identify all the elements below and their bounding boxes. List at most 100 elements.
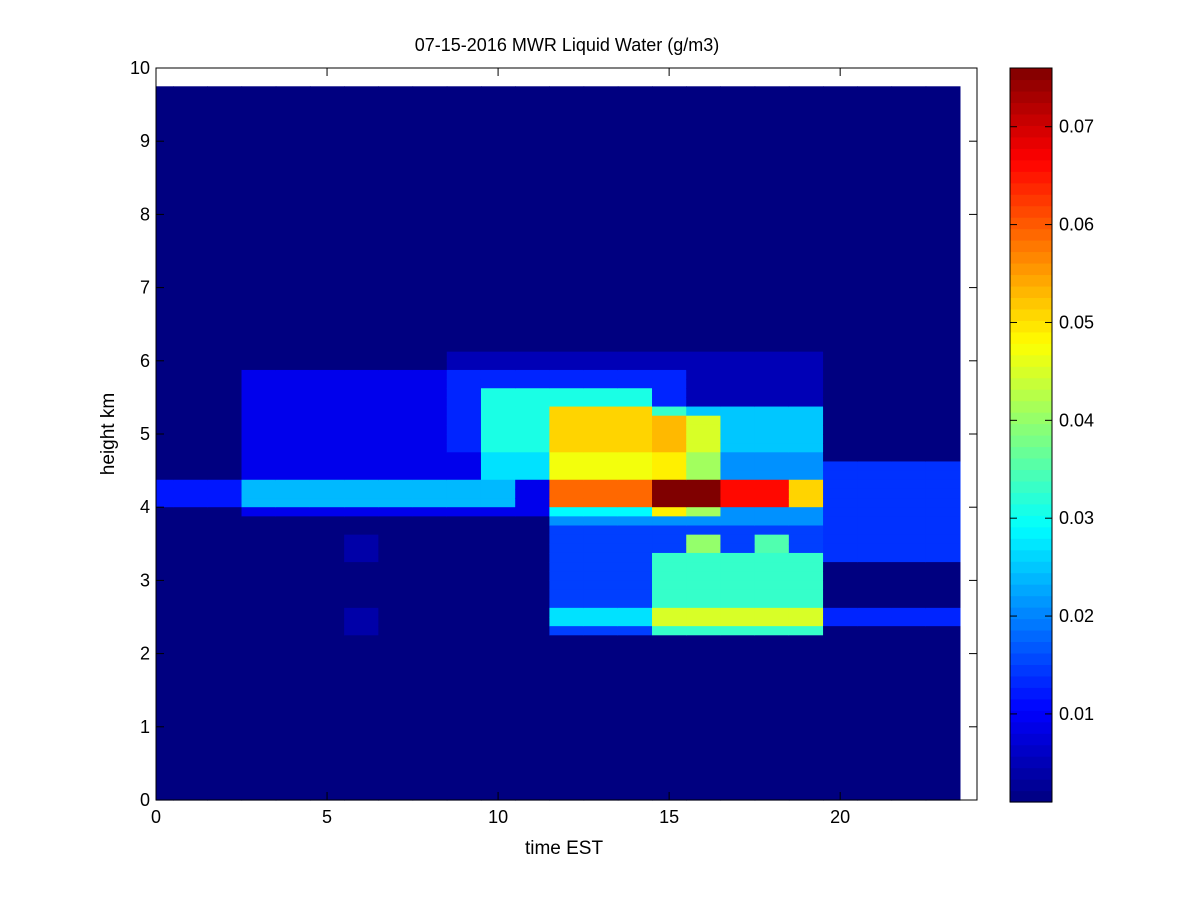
heatmap-cell: [549, 351, 585, 362]
heatmap-cell: [788, 635, 824, 646]
heatmap-cell: [412, 406, 448, 417]
heatmap-cell: [823, 269, 858, 280]
heatmap-cell: [549, 781, 585, 792]
heatmap-cell: [652, 763, 687, 774]
heatmap-cell: [515, 150, 550, 161]
heatmap-cell: [173, 324, 208, 334]
heatmap-cell: [788, 278, 824, 289]
heatmap-cell: [754, 735, 790, 746]
heatmap-cell: [156, 241, 174, 252]
heatmap-cell: [156, 260, 174, 270]
heatmap-cell: [275, 241, 311, 252]
heatmap-cell: [652, 241, 687, 252]
heatmap-cell: [378, 617, 414, 627]
heatmap-cell: [686, 113, 722, 124]
heatmap-cell: [617, 324, 653, 334]
heatmap-cell: [412, 488, 448, 499]
heatmap-cell: [275, 269, 311, 280]
heatmap-cell: [617, 543, 653, 554]
heatmap-cell: [823, 122, 858, 133]
heatmap-cell: [446, 434, 482, 444]
heatmap-cell: [720, 671, 756, 682]
heatmap-cell: [823, 498, 858, 508]
heatmap-cell: [446, 525, 482, 536]
heatmap-cell: [788, 388, 824, 398]
heatmap-cell: [241, 196, 277, 206]
heatmap-cell: [173, 790, 208, 801]
heatmap-cell: [720, 324, 756, 334]
heatmap-cell: [344, 196, 379, 206]
heatmap-cell: [549, 699, 585, 710]
heatmap-cell: [241, 434, 277, 444]
heatmap-cell: [173, 589, 208, 600]
heatmap-cell: [686, 434, 722, 444]
heatmap-cell: [549, 369, 585, 380]
heatmap-cell: [480, 177, 516, 188]
heatmap-cell: [207, 186, 243, 197]
heatmap-cell: [378, 681, 414, 691]
heatmap-cell: [788, 122, 824, 133]
heatmap-cell: [378, 662, 414, 673]
heatmap-cell: [344, 177, 379, 188]
heatmap-cell: [173, 214, 208, 225]
heatmap-cell: [617, 562, 653, 572]
heatmap-cell: [480, 333, 516, 344]
heatmap-cell: [344, 205, 379, 215]
heatmap-cell: [480, 452, 516, 463]
heatmap-cell: [378, 95, 414, 106]
heatmap-cell: [515, 86, 550, 97]
heatmap-cell: [515, 708, 550, 719]
heatmap-cell: [275, 781, 311, 792]
heatmap-cell: [412, 626, 448, 636]
heatmap-cell: [480, 562, 516, 572]
colorbar-band: [1010, 572, 1052, 585]
heatmap-cell: [515, 498, 550, 508]
heatmap-cell: [207, 543, 243, 554]
heatmap-cell: [156, 113, 174, 124]
heatmap-cell: [788, 287, 824, 298]
heatmap-cell: [207, 305, 243, 316]
heatmap-cell: [686, 122, 722, 133]
heatmap-cell: [754, 177, 790, 188]
heatmap-cell: [446, 726, 482, 737]
heatmap-cell: [378, 168, 414, 179]
heatmap-cell: [480, 552, 516, 563]
heatmap-cell: [788, 498, 824, 508]
heatmap-cell: [309, 260, 345, 270]
heatmap-cell: [617, 653, 653, 664]
colorbar-band: [1010, 125, 1052, 138]
heatmap-cell: [378, 772, 414, 783]
heatmap-cell: [412, 507, 448, 517]
heatmap-cell: [156, 717, 174, 728]
heatmap-cell: [857, 534, 893, 545]
heatmap-cell: [480, 369, 516, 380]
heatmap-cell: [378, 113, 414, 124]
heatmap-cell: [378, 388, 414, 398]
heatmap-cell: [412, 232, 448, 243]
heatmap-cell: [156, 104, 174, 115]
heatmap-cell: [344, 122, 379, 133]
heatmap-cell: [857, 315, 893, 325]
heatmap-cell: [309, 598, 345, 609]
heatmap-cell: [925, 260, 961, 270]
heatmap-cell: [891, 168, 927, 179]
heatmap-cell: [686, 552, 722, 563]
heatmap-cell: [480, 406, 516, 417]
heatmap-cell: [156, 360, 174, 371]
heatmap-cell: [515, 388, 550, 398]
heatmap-cell: [207, 690, 243, 700]
heatmap-cell: [720, 534, 756, 545]
heatmap-cell: [480, 104, 516, 115]
heatmap-cell: [241, 186, 277, 197]
heatmap-cell: [344, 626, 379, 636]
heatmap-cell: [720, 360, 756, 371]
heatmap-cell: [207, 132, 243, 142]
heatmap-cell: [857, 86, 893, 97]
heatmap-cell: [156, 177, 174, 188]
colorbar-band: [1010, 652, 1052, 665]
heatmap-cell: [412, 598, 448, 609]
heatmap-cell: [207, 434, 243, 444]
heatmap-cell: [686, 717, 722, 728]
heatmap-cell: [720, 104, 756, 115]
heatmap-cell: [515, 552, 550, 563]
